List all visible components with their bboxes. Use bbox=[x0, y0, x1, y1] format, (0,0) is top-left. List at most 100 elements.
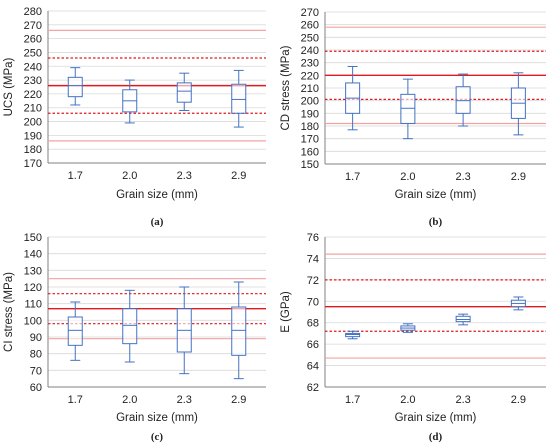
box-plot-1 bbox=[345, 65, 361, 131]
x-tick-label: 2.3 bbox=[177, 170, 192, 182]
y-tick-label: 150 bbox=[301, 159, 319, 171]
box-plot-2 bbox=[122, 79, 138, 124]
y-tick-label: 62 bbox=[307, 382, 319, 394]
x-tick-label: 1.7 bbox=[345, 394, 360, 406]
y-tick-label: 270 bbox=[24, 20, 42, 32]
box-plot-2 bbox=[400, 323, 416, 333]
y-tick-label: 190 bbox=[301, 108, 319, 120]
x-tick-label: 2.9 bbox=[231, 170, 246, 182]
x-tick-label: 2.3 bbox=[177, 394, 192, 406]
x-tick-label: 2.9 bbox=[511, 171, 526, 183]
y-tick-label: 76 bbox=[307, 232, 319, 244]
y-tick-label: 220 bbox=[24, 89, 42, 101]
x-axis-label: Grain size (mm) bbox=[116, 412, 198, 424]
x-tick-label: 2.0 bbox=[122, 394, 137, 406]
y-tick-label: 74 bbox=[307, 253, 319, 265]
box-iqr bbox=[122, 308, 138, 345]
box-iqr bbox=[67, 76, 83, 98]
x-tick-label: 2.9 bbox=[231, 394, 246, 406]
y-tick-label: 210 bbox=[24, 103, 42, 115]
box-plot-3 bbox=[176, 72, 192, 111]
x-tick-label: 1.7 bbox=[68, 170, 83, 182]
y-tick-label: 210 bbox=[301, 83, 319, 95]
x-axis-label: Grain size (mm) bbox=[116, 189, 198, 201]
x-axis-label: Grain size (mm) bbox=[395, 412, 477, 424]
y-tick-label: 70 bbox=[307, 296, 319, 308]
box-plot-4 bbox=[510, 72, 526, 136]
y-tick-label: 80 bbox=[30, 349, 42, 361]
box-iqr bbox=[231, 83, 247, 114]
y-tick-label: 170 bbox=[24, 158, 42, 170]
y-tick-label: 220 bbox=[301, 70, 319, 82]
y-axis-label: UCS (MPa) bbox=[3, 57, 15, 116]
x-axis-label: Grain size (mm) bbox=[395, 189, 477, 201]
y-tick-label: 160 bbox=[301, 146, 319, 158]
panel-caption: (c) bbox=[151, 431, 164, 443]
y-tick-label: 150 bbox=[24, 232, 42, 244]
box-iqr bbox=[455, 315, 471, 323]
box-plot-1 bbox=[67, 67, 83, 106]
chart-panel-4: 62 64 66 68 70 72 74 76 1.7 2.0 2.3 2.9 E (GPa) Grain… bbox=[280, 232, 546, 443]
chart-panel-3: 60 70 80 90 100 110 120 130 140 150 1.7 2.0 2.3 2.9 CI… bbox=[3, 232, 266, 443]
y-tick-label: 270 bbox=[301, 7, 319, 19]
box-iqr bbox=[455, 86, 471, 114]
y-tick-label: 70 bbox=[30, 365, 42, 377]
y-tick-label: 68 bbox=[307, 318, 319, 330]
y-tick-label: 260 bbox=[301, 20, 319, 32]
y-tick-label: 250 bbox=[24, 47, 42, 59]
y-tick-label: 130 bbox=[24, 265, 42, 277]
x-tick-label: 2.0 bbox=[400, 394, 415, 406]
y-tick-label: 260 bbox=[24, 34, 42, 46]
y-tick-label: 180 bbox=[301, 121, 319, 133]
box-iqr bbox=[345, 332, 361, 338]
y-tick-label: 90 bbox=[30, 332, 42, 344]
y-tick-label: 180 bbox=[24, 144, 42, 156]
y-tick-label: 230 bbox=[301, 58, 319, 70]
y-tick-label: 66 bbox=[307, 339, 319, 351]
box-plot-4 bbox=[231, 281, 247, 380]
y-tick-label: 100 bbox=[24, 315, 42, 327]
x-tick-label: 1.7 bbox=[345, 171, 360, 183]
y-tick-label: 120 bbox=[24, 282, 42, 294]
box-plot-3 bbox=[176, 286, 192, 375]
box-plot-4 bbox=[231, 69, 247, 128]
box-iqr bbox=[231, 306, 247, 356]
y-tick-label: 140 bbox=[24, 249, 42, 261]
y-tick-label: 240 bbox=[24, 61, 42, 73]
y-axis-label: CD stress (MPa) bbox=[280, 45, 292, 130]
y-tick-label: 280 bbox=[24, 6, 42, 18]
x-tick-label: 2.9 bbox=[511, 394, 526, 406]
box-plot-2 bbox=[400, 78, 416, 140]
y-axis-label: CI stress (MPa) bbox=[3, 272, 15, 352]
box-iqr bbox=[176, 82, 192, 103]
box-plot-2 bbox=[122, 289, 138, 363]
panel-caption: (d) bbox=[429, 431, 443, 443]
box-plot-3 bbox=[455, 313, 471, 326]
y-tick-label: 110 bbox=[24, 299, 42, 311]
box-iqr bbox=[400, 93, 416, 124]
y-tick-label: 250 bbox=[301, 32, 319, 44]
box-plot-1 bbox=[67, 301, 83, 361]
box-plot-1 bbox=[345, 330, 361, 340]
y-tick-label: 190 bbox=[24, 130, 42, 142]
x-tick-label: 2.3 bbox=[455, 394, 470, 406]
x-tick-label: 2.0 bbox=[122, 170, 137, 182]
y-tick-label: 72 bbox=[307, 275, 319, 287]
x-tick-label: 2.0 bbox=[400, 171, 415, 183]
y-tick-label: 200 bbox=[24, 117, 42, 129]
y-tick-label: 240 bbox=[301, 45, 319, 57]
box-plot-3 bbox=[455, 73, 471, 127]
y-tick-label: 60 bbox=[30, 382, 42, 394]
y-tick-label: 64 bbox=[307, 361, 319, 373]
x-tick-label: 2.3 bbox=[455, 171, 470, 183]
panel-caption: (b) bbox=[429, 216, 443, 228]
box-iqr bbox=[67, 316, 83, 346]
x-tick-label: 1.7 bbox=[68, 394, 83, 406]
y-tick-label: 170 bbox=[301, 134, 319, 146]
y-tick-label: 200 bbox=[301, 96, 319, 108]
panel-caption: (a) bbox=[151, 216, 164, 228]
y-tick-label: 230 bbox=[24, 75, 42, 87]
box-plot-4 bbox=[510, 296, 526, 311]
